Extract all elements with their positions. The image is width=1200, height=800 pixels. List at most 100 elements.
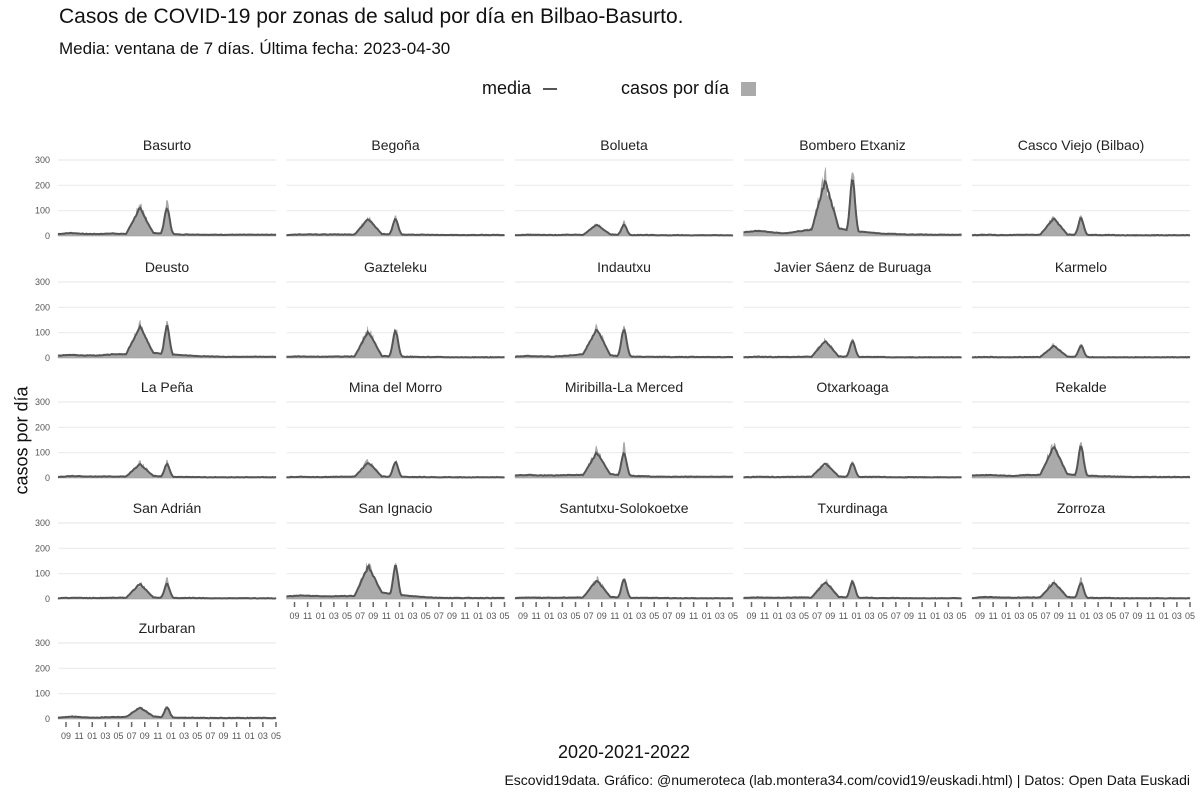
x-tick-label: 03: [557, 611, 567, 621]
mean-line: [286, 563, 505, 600]
daily-cases-area: [57, 200, 277, 237]
x-tick-label: 05: [342, 611, 352, 621]
x-tick-label: 01: [1080, 611, 1090, 621]
y-tick-label: 300: [35, 518, 50, 528]
x-tick-label: 01: [623, 611, 633, 621]
y-tick-label: 0: [45, 231, 50, 241]
x-tick-label: 07: [1041, 611, 1051, 621]
x-tick-label: 09: [904, 611, 914, 621]
x-tick-label: 01: [87, 731, 97, 741]
facet-title: Santutxu-Solokoetxe: [559, 500, 688, 516]
y-tick-label: 100: [35, 569, 50, 579]
x-tick-label: 11: [531, 611, 540, 621]
x-tick-label: 09: [1054, 611, 1064, 621]
x-tick-label: 09: [218, 731, 228, 741]
x-tick-label: 11: [303, 611, 312, 621]
facet-bombero-etxaniz: Bombero Etxaniz: [743, 137, 962, 237]
mean-line: [514, 223, 734, 237]
x-tick-label: 01: [544, 611, 554, 621]
mean-line: [286, 460, 505, 479]
x-tick-label: 05: [1106, 611, 1116, 621]
facet-la-pena: La Peña 0 100 200 300: [35, 379, 277, 483]
mean-line: [58, 462, 277, 479]
facet-title: La Peña: [141, 379, 193, 395]
legend-key-line: [542, 87, 557, 90]
y-tick-label: 300: [35, 277, 50, 287]
x-tick-label: 01: [245, 731, 255, 741]
facet-title: Indautxu: [597, 259, 651, 275]
legend: media casos por día: [0, 78, 1200, 99]
x-tick-label: 11: [74, 731, 83, 741]
chart-subtitle: Media: ventana de 7 días. Última fecha: …: [59, 39, 451, 58]
x-tick-label: 07: [662, 611, 672, 621]
mean-line: [743, 462, 962, 479]
y-tick-label: 100: [35, 328, 50, 338]
x-tick-label: 05: [878, 611, 888, 621]
x-tick-label: 11: [839, 611, 848, 621]
facet-title: Otxarkoaga: [816, 379, 889, 395]
facet-title: Begoña: [371, 137, 419, 153]
y-tick-label: 200: [35, 663, 50, 673]
x-tick-label: 03: [636, 611, 646, 621]
x-tick-label: 01: [166, 731, 176, 741]
x-tick-label: 05: [499, 611, 509, 621]
legend-key-bar: [741, 81, 757, 96]
x-tick-label: 11: [1067, 611, 1076, 621]
x-tick-label: 07: [127, 731, 137, 741]
facet-san-adrian: San Adrián 0 100 200 300: [35, 500, 277, 604]
x-tick-label: 01: [851, 611, 861, 621]
facet-title: Rekalde: [1055, 379, 1107, 395]
mean-line: [743, 179, 962, 237]
facet-karmelo: Karmelo: [971, 259, 1191, 359]
y-tick-label: 200: [35, 422, 50, 432]
x-tick-label: 05: [799, 611, 809, 621]
y-tick-label: 300: [35, 638, 50, 648]
facet-title: Bolueta: [600, 137, 648, 153]
y-tick-label: 0: [45, 353, 50, 363]
y-tick-label: 100: [35, 206, 50, 216]
y-tick-label: 300: [35, 397, 50, 407]
x-tick-label: 11: [689, 611, 698, 621]
x-tick-label: 05: [421, 611, 431, 621]
mean-line: [286, 217, 505, 237]
x-tick-label: 11: [153, 731, 162, 741]
x-tick-label: 09: [61, 731, 71, 741]
x-tick-label: 01: [930, 611, 940, 621]
x-tick-label: 09: [447, 611, 457, 621]
x-tick-label: 03: [943, 611, 953, 621]
x-tick-label: 09: [140, 731, 150, 741]
mean-line: [286, 328, 505, 359]
x-tick-label: 03: [408, 611, 418, 621]
x-tick-label: 03: [715, 611, 725, 621]
daily-cases-area: [57, 577, 277, 600]
legend-item-casos: casos por día: [621, 78, 757, 99]
mean-line: [514, 328, 734, 359]
facet-title: Txurdinaga: [817, 500, 887, 516]
x-tick-label: 11: [988, 611, 997, 621]
x-tick-label: 03: [486, 611, 496, 621]
x-tick-label: 01: [473, 611, 483, 621]
facet-gazteleku: Gazteleku: [286, 259, 505, 359]
x-tick-label: 07: [812, 611, 822, 621]
daily-cases-area: [514, 323, 734, 359]
y-tick-label: 100: [35, 689, 50, 699]
daily-cases-area: [514, 220, 734, 237]
facet-title: Basurto: [143, 137, 191, 153]
x-tick-label: 07: [434, 611, 444, 621]
facet-title: San Ignacio: [359, 500, 433, 516]
facet-title: Bombero Etxaniz: [799, 137, 906, 153]
x-tick-label: 01: [702, 611, 712, 621]
facet-title: Zorroza: [1057, 500, 1105, 516]
x-tick-label: 11: [760, 611, 769, 621]
x-tick-label: 05: [570, 611, 580, 621]
x-tick-label: 09: [368, 611, 378, 621]
facet-begona: Begoña: [286, 137, 505, 237]
y-tick-label: 100: [35, 448, 50, 458]
mean-line: [57, 206, 277, 237]
facet-basurto: Basurto 0 100 200 300: [35, 137, 277, 241]
facet-indautxu: Indautxu: [514, 259, 734, 359]
facet-mina-del-morro: Mina del Morro: [286, 379, 505, 479]
x-tick-label: 05: [956, 611, 966, 621]
